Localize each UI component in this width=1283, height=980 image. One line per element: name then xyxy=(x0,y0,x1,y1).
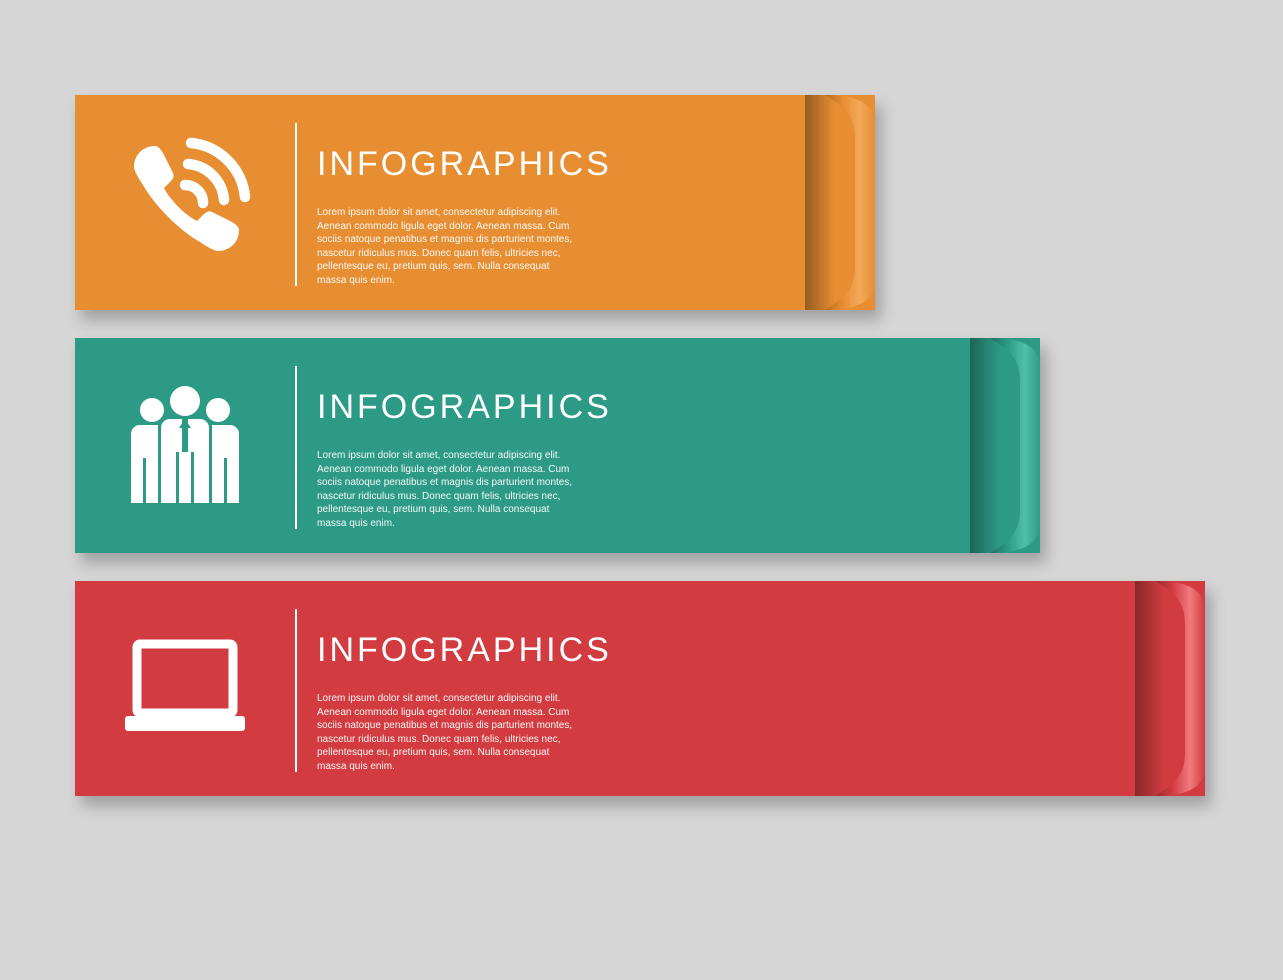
paper-curl xyxy=(970,338,1040,553)
banner-team-icon-cell xyxy=(75,338,295,553)
banner-laptop: INFOGRAPHICS Lorem ipsum dolor sit amet,… xyxy=(75,581,1205,796)
laptop-icon xyxy=(110,614,260,764)
banner-phone-icon-cell xyxy=(75,95,295,310)
banner-body: Lorem ipsum dolor sit amet, consectetur … xyxy=(317,206,577,287)
banner-phone: INFOGRAPHICS Lorem ipsum dolor sit amet,… xyxy=(75,95,875,310)
banner-laptop-icon-cell xyxy=(75,581,295,796)
banner-team: INFOGRAPHICS Lorem ipsum dolor sit amet,… xyxy=(75,338,1040,553)
banner-laptop-text: INFOGRAPHICS Lorem ipsum dolor sit amet,… xyxy=(297,581,577,796)
banner-body: Lorem ipsum dolor sit amet, consectetur … xyxy=(317,449,577,530)
banner-title: INFOGRAPHICS xyxy=(317,631,577,670)
team-icon xyxy=(110,371,260,521)
paper-curl xyxy=(1135,581,1205,796)
phone-icon xyxy=(110,128,260,278)
banner-title: INFOGRAPHICS xyxy=(317,388,577,427)
banner-title: INFOGRAPHICS xyxy=(317,145,577,184)
paper-curl xyxy=(805,95,875,310)
banner-body: Lorem ipsum dolor sit amet, consectetur … xyxy=(317,692,577,773)
banner-phone-text: INFOGRAPHICS Lorem ipsum dolor sit amet,… xyxy=(297,95,577,310)
banner-team-text: INFOGRAPHICS Lorem ipsum dolor sit amet,… xyxy=(297,338,577,553)
